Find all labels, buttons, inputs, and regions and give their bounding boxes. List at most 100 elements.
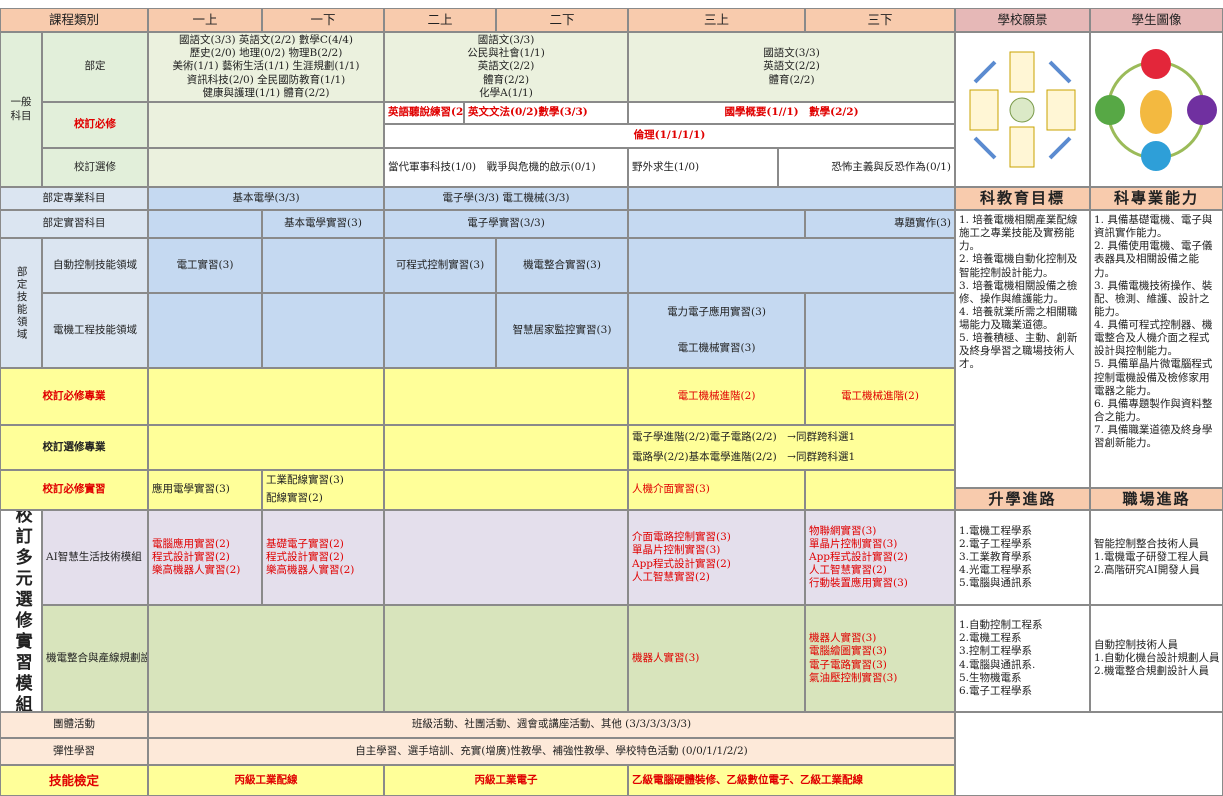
table-cell: 倫理(1/1/1/1) [384,124,955,148]
cell-text: 電子電路實習(3) [809,658,887,671]
table-cell: 自動控制技能領域 [42,238,148,293]
cell-text: 校訂必修實習 [42,483,106,496]
cell-text: 3. 具備電機技術操作、裝配、檢測、維護、設計之能力。 [1094,279,1213,318]
cell-text: 電子學進階(2/2)電子電路(2/2) →同群跨科選1 [632,430,856,443]
cell-text: 電工機械進階(2) [841,389,919,402]
table-cell: 二上 [384,8,496,32]
cell-text: 二下 [549,12,575,28]
table-cell: 校訂選修專業 [0,425,148,470]
table-cell: 三上 [628,8,805,32]
table-cell: 1.電機工程學系 2.電子工程學系 3.工業教育學系 4.光電工程學系 5.電腦與通訊系 [955,510,1090,605]
cell-text: 健康與護理(1/1) 體育(2/2) [202,86,330,99]
cell-text: 介面電路控制實習(3) [632,531,731,544]
table-cell: 電工機械進階(2) [805,368,955,425]
cell-text: 校訂多元選修實習模組 [11,510,32,712]
portrait-diagram [1095,49,1217,171]
cell-text: 當代軍事科技(1/0) 戰爭與危機的啟示(0/1) [388,160,596,173]
picture-panel [955,32,1223,187]
cell-text: 團體活動 [53,718,95,731]
cell-text: 丙級工業配線 [234,773,298,786]
empty-cell [262,293,384,368]
cell-text: 3. 培養電機相關設備之檢修、操作與維護能力。 [959,279,1078,305]
cell-text: 樂高機器人實習(2) [152,564,241,577]
empty-cell [628,210,805,238]
cell-text: 升學進路 [988,489,1057,508]
cell-text: 2. 具備使用電機、電子儀表器具及相關設備之能力。 [1094,240,1213,279]
table-cell: 職場進路 [1090,488,1223,510]
table-cell: 電工機械進階(2) [628,368,805,425]
cell-text: 部定 [84,60,106,73]
cell-text: 人工智慧實習(2) [632,570,710,583]
cell-text: 三下 [867,12,893,28]
cell-text: 4. 具備可程式控制器、機電整合及人機介面之程式設計與控制能力。 [1094,319,1213,358]
cell-text: 樂高機器人實習(2) [266,564,355,577]
cell-text: 資訊科技(2/0) 全民國防教育(1/1) [186,73,346,86]
cell-text: 英語文(2/2) [477,60,535,73]
cell-text: 電力電子應用實習(3) [667,306,766,319]
table-cell: 部定技能領域 [0,238,42,368]
cell-text: 2.電子工程學系 [959,537,1033,550]
cell-text: 3.工業教育學系 [959,550,1033,563]
cell-text: 機電整合與產線規劃設計模組 [46,651,147,664]
table-cell: 部定 [42,32,148,102]
cell-text: 機器人實習(3) [632,651,700,664]
empty-cell [384,510,628,605]
table-cell: 科教育目標 [955,187,1090,210]
cell-text: 電工機械進階(2) [677,389,756,402]
cell-text: 1. 培養電機相關產業配線施工之專業技能及實務能力。 [959,214,1078,253]
cell-text: 一上 [192,12,218,28]
cell-text: 技能檢定 [48,772,99,788]
cell-text: 科專業能力 [1113,189,1199,208]
table-cell: 機電整合與產線規劃設計模組 [42,605,148,712]
cell-text: 單晶片控制實習(3) [632,544,721,557]
cell-text: 學生圖像 [1131,12,1182,28]
cell-text: 5. 具備單晶片微電腦程式控制電機設備及檢修家用電器之能力。 [1094,358,1213,397]
cell-text: 基本電學實習(3) [284,217,362,230]
cell-text: 職場進路 [1122,489,1191,508]
cell-text: 恐怖主義與反恐作為(0/1) [831,160,951,173]
cell-text: 1.自動控制工程系 [959,619,1043,632]
cell-text: 物聯網實習(3) [809,524,877,537]
table-cell: 專題實作(3) [805,210,955,238]
table-cell: 部定專業科目 [0,187,148,210]
table-cell: 機器人實習(3) [628,605,805,712]
empty-cell [628,187,955,210]
cell-text: 5.生物機電系 [959,671,1022,684]
cell-text: 2.機電整合規劃設計人員 [1094,665,1210,678]
table-cell: 恐怖主義與反恐作為(0/1) [778,148,955,187]
table-cell: 課程類別 [0,8,148,32]
cell-text: 化學A(1/1) [479,86,533,99]
empty-cell [384,470,628,510]
empty-cell [148,605,384,712]
table-cell: 電機工程技能領域 [42,293,148,368]
table-cell: 國學概要(1//1) 數學(2/2) [628,102,955,124]
table-cell: 電子學(3/3) 電工機械(3/3) [384,187,628,210]
cell-text: 基礎電子實習(2) [266,537,344,550]
empty-cell [262,238,384,293]
table-cell: 電工實習(3) [148,238,262,293]
cell-text: 部定專業科目 [42,191,106,204]
table-cell: 電腦應用實習(2) 程式設計實習(2) 樂高機器人實習(2) [148,510,262,605]
table-cell: 一般 科目 [0,32,42,187]
cell-text: 程式設計實習(2) [152,550,230,563]
cell-text: 電子學(3/3) 電工機械(3/3) [442,191,570,204]
cell-text: 彈性學習 [53,744,95,757]
cell-text: 1.電機工程學系 [959,524,1033,537]
cell-text: 單晶片控制實習(3) [809,537,898,550]
cell-text: 科目 [10,109,32,122]
empty-cell [148,368,384,425]
table-cell: 乙級電腦硬體裝修、乙級數位電子、乙級工業配線 [628,765,955,796]
empty-cell [148,210,262,238]
table-cell: 學校願景 [955,8,1090,32]
table-cell: 英語聽說練習(2/0) [384,102,464,124]
table-cell: 可程式控制實習(3) [384,238,496,293]
table-cell: 一上 [148,8,262,32]
table-cell: 電力電子應用實習(3) 電工機械實習(3) [628,293,805,368]
cell-text: 電工實習(3) [176,258,234,271]
cell-text: 校訂選修專業 [42,440,106,453]
table-cell: 丙級工業配線 [148,765,384,796]
cell-text: 應用電學實習(3) [152,483,230,496]
cell-text: 2. 培養電機自動化控制及智能控制設計能力。 [959,253,1078,279]
empty-cell [805,470,955,510]
table-cell: 部定實習科目 [0,210,148,238]
